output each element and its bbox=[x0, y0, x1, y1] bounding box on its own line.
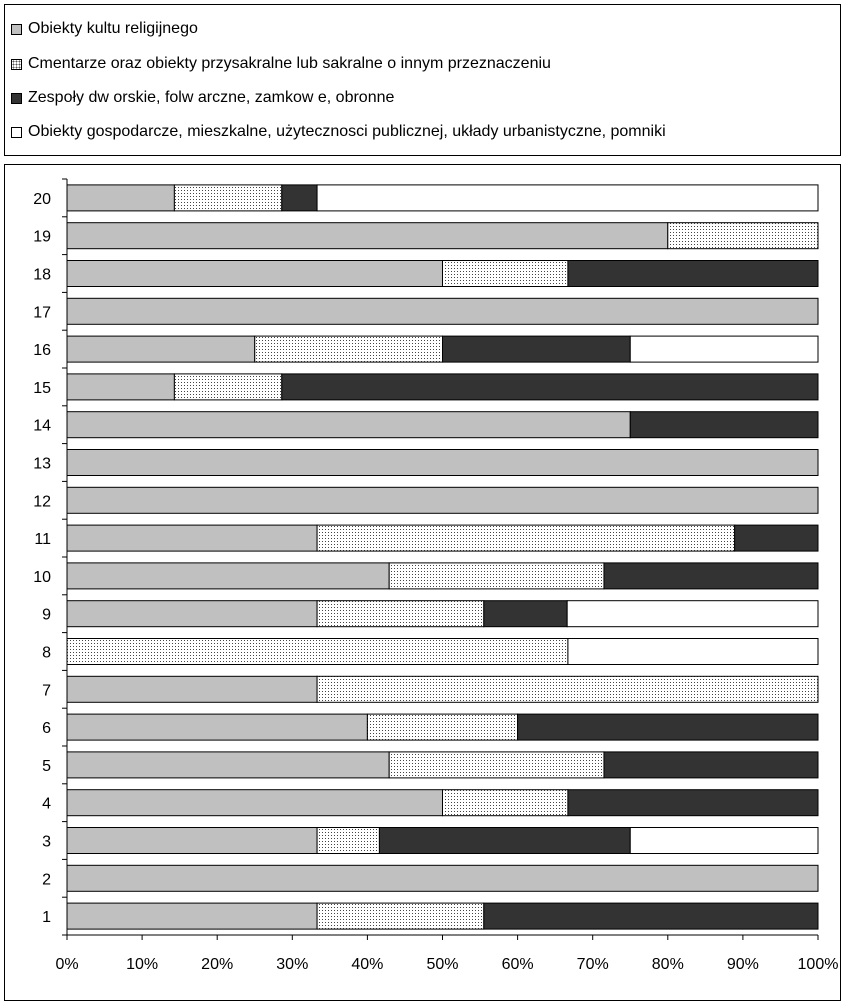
legend-label-manors: Zespoły dw orskie, folw arczne, zamkow e… bbox=[28, 89, 395, 106]
y-tick-label-14: 14 bbox=[33, 418, 51, 435]
y-tick-label-1: 1 bbox=[42, 909, 51, 926]
bar-segment-11-series-1 bbox=[66, 524, 318, 552]
bar-segment-12-series-1 bbox=[66, 486, 819, 514]
bar-segment-10-series-1 bbox=[66, 562, 390, 590]
bar-segment-3-series-1 bbox=[66, 827, 318, 854]
y-tick-label-5: 5 bbox=[42, 758, 51, 775]
x-tick-label-80pct: 80% bbox=[652, 956, 684, 973]
bar-segment-8-series-4 bbox=[567, 638, 819, 665]
bar-segment-10-series-3 bbox=[603, 562, 819, 590]
bar-segment-9-series-4 bbox=[566, 600, 819, 628]
x-tick-label-70pct: 70% bbox=[577, 956, 609, 973]
bar-segment-1-series-2 bbox=[316, 902, 485, 930]
legend: Obiekty kultu religijnego Cmentarze oraz… bbox=[4, 4, 841, 156]
bar-segment-19-series-2 bbox=[667, 222, 819, 250]
bar-segment-15-series-1 bbox=[66, 373, 175, 401]
x-tick-label-10pct: 10% bbox=[126, 956, 158, 973]
y-tick-label-18: 18 bbox=[33, 267, 51, 284]
y-tick-label-3: 3 bbox=[42, 834, 51, 851]
bar-segment-4-series-2 bbox=[442, 789, 569, 817]
x-tick-label-60pct: 60% bbox=[502, 956, 534, 973]
bar-segment-3-series-4 bbox=[629, 827, 819, 854]
y-tick-label-9: 9 bbox=[42, 607, 51, 624]
bar-segment-13-series-1 bbox=[66, 449, 819, 476]
bar-segment-20-series-4 bbox=[316, 184, 819, 212]
legend-swatch-religious bbox=[11, 23, 22, 35]
bar-segment-5-series-3 bbox=[603, 751, 819, 779]
bar-segment-4-series-1 bbox=[66, 789, 443, 817]
y-tick-label-13: 13 bbox=[33, 456, 51, 473]
bar-segment-7-series-2 bbox=[316, 675, 819, 703]
bar-segment-9-series-2 bbox=[316, 600, 485, 628]
legend-item-economic: Obiekty gospodarcze, mieszkalne, użytecz… bbox=[11, 120, 666, 144]
bar-segment-5-series-2 bbox=[388, 751, 605, 779]
bar-segment-17-series-1 bbox=[66, 297, 819, 325]
x-tick-label-0pct: 0% bbox=[55, 956, 78, 973]
x-tick-label-50pct: 50% bbox=[426, 956, 458, 973]
legend-item-cemeteries: Cmentarze oraz obiekty przysakralne lub … bbox=[11, 52, 551, 76]
x-tick-label-40pct: 40% bbox=[351, 956, 383, 973]
y-tick-label-10: 10 bbox=[33, 569, 51, 586]
legend-swatch-cemeteries bbox=[11, 58, 22, 70]
bar-segment-19-series-1 bbox=[66, 222, 669, 250]
bar-segment-11-series-2 bbox=[316, 524, 736, 552]
legend-label-economic: Obiekty gospodarcze, mieszkalne, użytecz… bbox=[28, 123, 666, 140]
legend-label-religious: Obiekty kultu religijnego bbox=[28, 20, 198, 37]
y-tick-label-17: 17 bbox=[33, 304, 51, 321]
legend-item-manors: Zespoły dw orskie, folw arczne, zamkow e… bbox=[11, 86, 394, 110]
bar-segment-6-series-3 bbox=[517, 713, 819, 741]
bar-segment-18-series-3 bbox=[567, 260, 819, 287]
bar-segment-6-series-2 bbox=[366, 713, 519, 741]
y-tick-label-12: 12 bbox=[33, 493, 51, 510]
y-tick-label-2: 2 bbox=[42, 871, 51, 888]
bar-segment-18-series-1 bbox=[66, 260, 443, 287]
bar-segment-5-series-1 bbox=[66, 751, 390, 779]
x-tick-label-20pct: 20% bbox=[201, 956, 233, 973]
bar-segment-9-series-1 bbox=[66, 600, 318, 628]
bar-segment-2-series-1 bbox=[66, 864, 819, 892]
y-tick-label-6: 6 bbox=[42, 720, 51, 737]
bar-segment-16-series-4 bbox=[629, 335, 819, 363]
x-tick-label-30pct: 30% bbox=[276, 956, 308, 973]
bar-segment-18-series-2 bbox=[442, 260, 569, 287]
y-tick-label-19: 19 bbox=[33, 229, 51, 246]
bar-segment-20-series-2 bbox=[173, 184, 283, 212]
y-tick-label-16: 16 bbox=[33, 342, 51, 359]
bar-segment-16-series-2 bbox=[254, 335, 443, 363]
y-tick-label-11: 11 bbox=[34, 531, 51, 548]
bar-segment-1-series-3 bbox=[483, 902, 819, 930]
bar-segment-6-series-1 bbox=[66, 713, 368, 741]
bar-segment-16-series-1 bbox=[66, 335, 256, 363]
bar-segment-4-series-3 bbox=[567, 789, 819, 817]
y-tick-label-8: 8 bbox=[42, 645, 51, 662]
y-tick-label-7: 7 bbox=[42, 682, 51, 699]
legend-swatch-economic bbox=[11, 126, 22, 138]
bar-segment-7-series-1 bbox=[66, 675, 318, 703]
bar-segment-16-series-3 bbox=[442, 335, 631, 363]
legend-swatch-manors bbox=[11, 92, 22, 104]
bar-segment-10-series-2 bbox=[388, 562, 605, 590]
y-tick-label-4: 4 bbox=[42, 796, 51, 813]
bar-segment-14-series-3 bbox=[629, 411, 819, 439]
y-tick-label-20: 20 bbox=[33, 191, 51, 208]
bar-segment-9-series-3 bbox=[483, 600, 568, 628]
x-tick-label-100pct: 100% bbox=[798, 956, 839, 973]
bar-segment-15-series-2 bbox=[173, 373, 283, 401]
bar-segment-20-series-3 bbox=[281, 184, 318, 212]
bar-segment-14-series-1 bbox=[66, 411, 631, 439]
bar-segment-3-series-3 bbox=[378, 827, 631, 854]
bar-segment-11-series-3 bbox=[734, 524, 819, 552]
legend-item-religious: Obiekty kultu religijnego bbox=[11, 17, 198, 41]
bar-segment-8-series-2 bbox=[66, 638, 569, 665]
legend-label-cemeteries: Cmentarze oraz obiekty przysakralne lub … bbox=[28, 55, 551, 72]
bar-segment-15-series-3 bbox=[281, 373, 819, 401]
y-tick-label-15: 15 bbox=[33, 380, 51, 397]
bar-segment-20-series-1 bbox=[66, 184, 175, 212]
x-tick-label-90pct: 90% bbox=[727, 956, 759, 973]
bar-segment-1-series-1 bbox=[66, 902, 318, 930]
bar-segment-3-series-2 bbox=[316, 827, 380, 854]
